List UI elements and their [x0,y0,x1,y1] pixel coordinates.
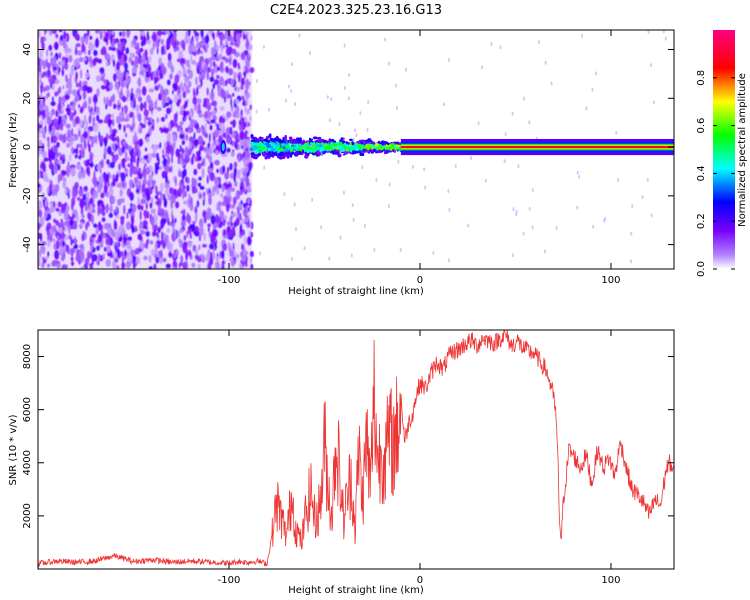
snr-line [38,330,674,568]
colorbar-tick-label: 0.4 [696,165,707,181]
spectrogram-content [38,30,674,269]
snr-frame [37,329,675,570]
x-tick-label: -100 [218,275,241,286]
spectrogram-x-ticks: -100 0 100 [218,30,621,286]
colorbar-ticks: 0.0 0.2 0.4 0.6 0.8 [696,70,735,277]
y-tick-label: 6000 [22,397,33,422]
snr-panel: -100 0 100 2000 4000 6000 8000 Height of stra… [8,329,675,596]
y-tick-label: 4000 [22,450,33,475]
y-tick-label: 0 [22,144,33,150]
snr-y-ticks: 2000 4000 6000 8000 [22,344,674,529]
colorbar-gradient [713,30,735,269]
y-tick-label: 40 [22,43,33,56]
y-tick-label: -40 [22,236,33,252]
clean-carrier-band [400,139,674,156]
x-tick-label: 0 [417,575,423,586]
colorbar-tick-label: 0.0 [696,261,707,277]
colorbar-tick-label: 0.6 [696,118,707,134]
noisy-carrier-region [220,30,667,264]
x-tick-label: 0 [417,275,423,286]
colorbar: 0.0 0.2 0.4 0.6 0.8 Normalized spectral ampl… [696,30,748,277]
figure-title: C2E4.2023.325.23.16.G13 [270,3,442,18]
y-tick-label: -20 [22,188,33,204]
x-tick-label: -100 [218,575,241,586]
x-tick-label: 100 [601,275,620,286]
colorbar-tick-label: 0.2 [696,213,707,229]
spectrogram-y-ticks: -40 -20 0 20 40 [22,43,674,253]
y-tick-label: 20 [22,92,33,105]
snr-x-ticks: -100 0 100 [218,330,621,586]
spectrogram-x-axis-label: Height of straight line (km) [288,286,424,297]
snr-x-axis-label: Height of straight line (km) [288,585,424,596]
colorbar-label: Normalized spectral amplitude [737,73,748,227]
x-tick-label: 100 [601,575,620,586]
noise-region [38,30,255,269]
spectrogram-panel: -100 0 100 -40 -20 0 20 40 Height of straight … [8,29,675,297]
spectrogram-frame [37,29,675,270]
colorbar-tick-label: 0.8 [696,70,707,86]
spectrogram-y-axis-label: Frequency (Hz) [8,112,19,188]
snr-y-axis-label: SNR (10 * v/v) [8,414,19,485]
y-tick-label: 8000 [22,344,33,369]
y-tick-label: 2000 [22,503,33,528]
